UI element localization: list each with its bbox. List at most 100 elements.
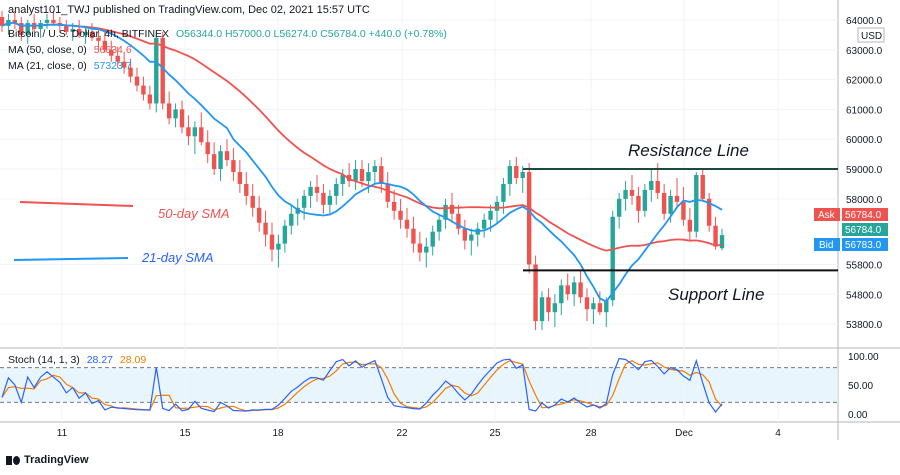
candle-body [186,127,191,137]
candle-body [372,166,378,173]
support-label: Support Line [668,285,764,304]
last-price-tag: 56784.0 [842,223,888,236]
time-axis[interactable]: 11 15 18 22 25 28 Dec 4 [57,428,781,439]
price-axis[interactable]: 64000.0 63000.0 62000.0 61000.0 60000.0 59000… [846,16,883,331]
candle-body [449,204,455,214]
time-tick-label: 4 [775,428,781,439]
last-value: 56784.0 [845,225,882,236]
candle-body [173,109,178,119]
candle-body [263,222,268,235]
tradingview-footer[interactable]: TradingView [6,454,89,466]
ma21-legend-value: 57323.7 [93,60,132,72]
time-tick-label: 22 [396,428,408,439]
candle-body [616,198,622,217]
candle-body [469,234,474,241]
stoch-k-value: 28.27 [86,354,113,366]
candle-body [597,303,603,313]
candle-body [584,297,590,310]
resistance-label: Resistance Line [628,141,749,160]
candle-body [179,109,185,128]
candle-body [96,37,101,41]
candle-body [121,61,127,68]
candle-body [546,297,551,313]
sma50-legend-line [19,201,134,207]
candle-body [719,235,725,249]
publisher-header: analyst101_TWJ published on TradingView.… [8,4,370,16]
stochastic-pane [0,357,838,414]
ma21-legend[interactable]: MA (21, close, 0) 57323.7 [8,60,132,72]
time-tick-label: Dec [675,428,693,439]
price-tick-label: 62000.0 [846,76,883,87]
candle-body [636,195,641,211]
candle-body [604,300,609,313]
candle-body [141,85,146,95]
candle-body [642,189,648,211]
candle-body [443,204,448,220]
candle-body [436,219,442,232]
candle-body [681,201,686,220]
ma50-legend[interactable]: MA (50, close, 0) 56634.6 [8,44,132,56]
time-tick-label: 18 [272,428,284,439]
candle-body [578,282,583,298]
candle-body [591,303,596,310]
time-tick-label: 11 [57,428,68,439]
candle-body [244,183,249,196]
candle-body [76,28,82,35]
candle-body [224,151,230,161]
candle-body [211,154,217,170]
candle-body [205,142,210,155]
price-tick-label: 64000.0 [846,16,883,27]
candle-body [154,37,159,104]
price-tick-label: 53800.0 [846,320,883,331]
candle-body [430,231,435,247]
candle-body [552,303,558,313]
candle-body [218,151,223,170]
ohlc-values: O56344.0 H57000.0 L56274.0 C56784.0 +440… [175,28,447,40]
candle-body [289,213,294,226]
ma50-legend-label: MA (50, close, 0) [8,44,87,56]
price-pane [0,0,838,348]
candle-body [398,210,403,220]
ma50-legend-value: 56634.6 [93,44,132,56]
candle-body [115,55,120,62]
candle-body [687,219,693,232]
ma50-line [1,22,723,252]
ask-tag: Ask 56784.0 [814,208,888,221]
bid-value: 56783.0 [845,240,882,251]
candle-body [571,282,577,295]
currency-box[interactable] [857,27,885,43]
candle-body [668,195,673,214]
candle-body [565,285,570,295]
candle-body [507,166,513,184]
candle-body [44,19,50,23]
price-tick-label: 58000.0 [846,195,883,206]
candle-body [19,22,24,35]
candle-body [192,127,198,137]
stoch-legend-label: Stoch (14, 1, 3) [8,354,80,366]
candle-body [237,172,243,184]
bid-label: Bid [819,240,833,251]
candle-body [649,180,654,190]
symbol-legend[interactable]: Bitcoin / U.S. Dollar, 4h, BITFINEX O563… [8,28,447,40]
stoch-band [0,367,838,403]
candle-body [411,228,416,244]
candle-body [481,219,487,229]
candle-body [269,234,275,250]
candle-body [526,172,532,265]
candle-body [417,243,423,253]
candle-body [700,175,705,199]
candle-body [694,175,699,232]
candle-body [391,201,397,211]
price-tick-label: 54800.0 [846,290,883,301]
candles [0,11,725,331]
candle-body [385,183,390,202]
candle-body [128,67,133,77]
sma21-label: 21-day SMA [141,250,214,265]
candle-body [501,183,506,202]
candle-body [64,25,69,32]
candle-body [713,225,718,247]
stoch-legend[interactable]: Stoch (14, 1, 3) 28.27 28.09 [8,354,146,366]
footer-brand: TradingView [24,454,89,466]
candle-body [25,22,30,35]
